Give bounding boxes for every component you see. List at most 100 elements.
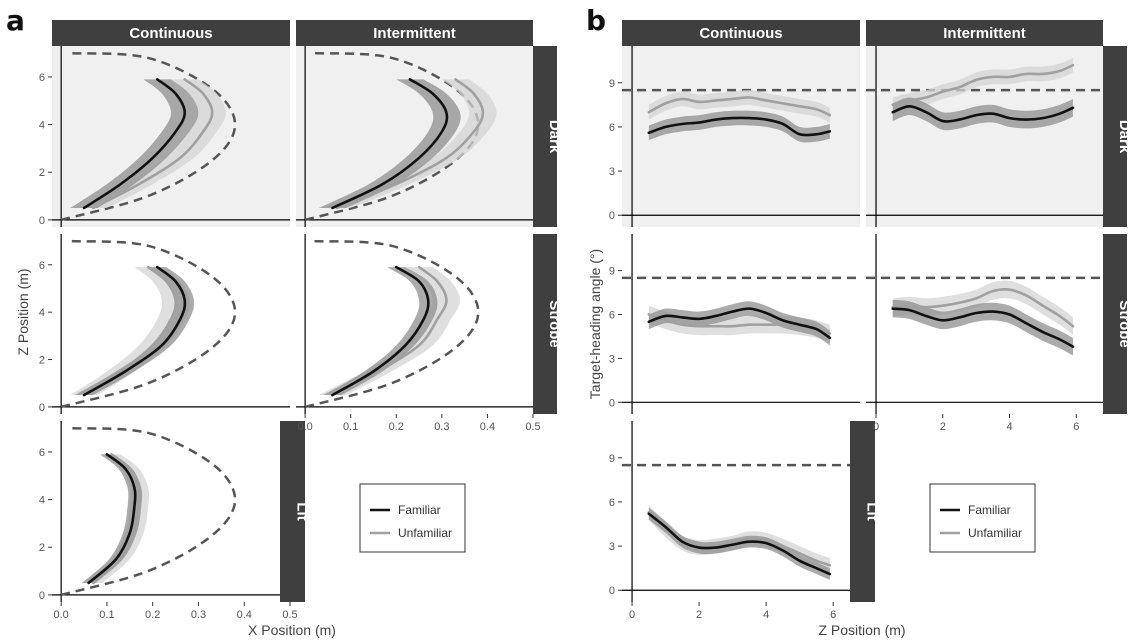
y-tick-label: 6: [609, 309, 615, 321]
x-tick-label: 0.1: [99, 609, 114, 621]
strip-column-a-0: [52, 20, 290, 46]
ci-band-unfamiliar: [892, 57, 1073, 113]
y-tick-label: 9: [609, 78, 615, 90]
legend-b: Familiar Unfamiliar: [929, 483, 1036, 553]
x-tick-label: 0.5: [525, 421, 540, 433]
strip-label-column-b-0: Continuous: [699, 25, 782, 42]
strip-label-row-a-2: Lit: [294, 502, 311, 520]
series-line-unfamiliar: [647, 510, 832, 567]
panel-background: [52, 421, 280, 602]
strip-label-column-a-1: Intermittent: [373, 25, 456, 42]
y-tick-label: 6: [39, 260, 45, 272]
legend-box: [929, 483, 1036, 553]
panel-a-dark-continuous: 0 2 4 6: [39, 46, 290, 227]
reference-trajectory: [60, 51, 237, 222]
legend-label-unfamiliar: Unfamiliar: [398, 526, 452, 540]
panel-b-strobe-continuous: 0 3 6 9: [609, 234, 860, 414]
strip-label-row-a-1: Strobe: [546, 300, 563, 348]
strip-column-a-1: [296, 20, 533, 46]
series-line-familiar: [891, 105, 1075, 123]
strip-row-b-1: [1103, 234, 1127, 414]
y-tick-label: 0: [39, 590, 45, 602]
panel-background: [622, 421, 850, 602]
x-axis-title-a: X Position (m): [248, 622, 336, 638]
y-tick-label: 6: [39, 72, 45, 84]
y-tick-label: 0: [39, 402, 45, 414]
y-tick-label: 2: [39, 542, 45, 554]
strip-label-row-a-0: Dark: [546, 120, 563, 154]
x-tick-label: 4: [763, 609, 769, 621]
x-tick-label: 0: [629, 609, 635, 621]
y-tick-label: 3: [609, 353, 615, 365]
strip-label-column-b-1: Intermittent: [943, 25, 1026, 42]
strip-row-b-0: [1103, 46, 1127, 227]
ci-band-unfamiliar: [892, 280, 1073, 335]
x-tick-label: 0.2: [389, 421, 404, 433]
y-tick-label: 6: [39, 447, 45, 459]
x-tick-label: 0.1: [343, 421, 358, 433]
panel-b-strobe-intermittent: 0 2 4 6: [866, 234, 1103, 433]
strip-row-a-2: [280, 421, 305, 602]
y-tick-label: 9: [609, 266, 615, 278]
series-line-unfamiliar: [82, 265, 178, 397]
reference-trajectory: [60, 426, 237, 597]
x-tick-label: 0.4: [237, 609, 252, 621]
panel-b-lit-continuous: 0 3 6 9 0 2 4 6: [609, 421, 850, 621]
x-tick-label: 0: [873, 421, 879, 433]
panel-plot-area: [52, 46, 290, 227]
panel-letter-b: b: [586, 4, 606, 37]
panel-plot-area: [52, 234, 290, 414]
series-line-unfamiliar: [331, 265, 448, 397]
series-line-familiar: [82, 78, 187, 210]
series-line-unfamiliar: [891, 63, 1075, 107]
series-line-unfamiliar: [335, 78, 485, 210]
legend-label-unfamiliar: Unfamiliar: [968, 526, 1022, 540]
strip-column-b-1: [866, 20, 1103, 46]
y-tick-label: 0: [39, 215, 45, 227]
y-axis-title-a: Z Position (m): [15, 268, 31, 355]
series-line-familiar: [82, 265, 187, 397]
x-axis-title-b: Z Position (m): [818, 622, 905, 638]
panel-plot-area: [622, 234, 860, 414]
legend-label-familiar: Familiar: [968, 503, 1011, 517]
panel-plot-area: [866, 46, 1103, 227]
strip-label-row-b-0: Dark: [1116, 120, 1133, 154]
x-tick-label: 6: [1073, 421, 1079, 433]
ci-band-unfamiliar: [648, 90, 830, 123]
x-tick-label: 0.0: [54, 609, 69, 621]
panel-plot-area: [622, 421, 850, 602]
chart-layer: Continuous IntermittentDarkStrobeLit02460…: [15, 20, 1133, 638]
panel-a-lit-continuous: 0 2 4 6 0.0 0.1 0.2 0.3 0.4 0.5: [39, 421, 298, 621]
series-line-familiar: [331, 78, 449, 210]
panel-a-strobe-continuous: 0 2 4 6: [39, 234, 290, 414]
strip-label-row-b-2: Lit: [864, 502, 881, 520]
y-tick-label: 3: [609, 166, 615, 178]
series-line-unfamiliar: [647, 96, 832, 117]
panel-plot-area: [52, 421, 280, 602]
x-tick-label: 0.0: [297, 421, 312, 433]
series-line-unfamiliar: [891, 288, 1075, 328]
strip-row-b-2: [850, 421, 875, 602]
x-tick-label: 0.4: [480, 421, 495, 433]
y-tick-label: 0: [609, 397, 615, 409]
series-line-familiar: [87, 453, 137, 585]
x-tick-label: 0.3: [434, 421, 449, 433]
panel-a-dark-intermittent: [296, 46, 533, 227]
x-tick-label: 2: [940, 421, 946, 433]
reference-trajectory: [60, 239, 237, 409]
x-tick-label: 0.2: [145, 609, 160, 621]
series-line-familiar: [647, 116, 832, 137]
panel-plot-area: [296, 46, 533, 227]
legend-label-familiar: Familiar: [398, 503, 441, 517]
panel-plot-area: [866, 234, 1103, 414]
ci-band-unfamiliar: [79, 79, 226, 208]
x-tick-label: 0.5: [282, 609, 297, 621]
series-line-familiar: [647, 512, 832, 576]
y-tick-label: 0: [609, 210, 615, 222]
ci-band-unfamiliar: [648, 305, 830, 343]
panel-background: [296, 46, 533, 227]
series-line-familiar: [331, 265, 430, 397]
chart-a: Continuous IntermittentDarkStrobeLit02460…: [15, 20, 563, 638]
ci-band-familiar: [648, 110, 830, 143]
